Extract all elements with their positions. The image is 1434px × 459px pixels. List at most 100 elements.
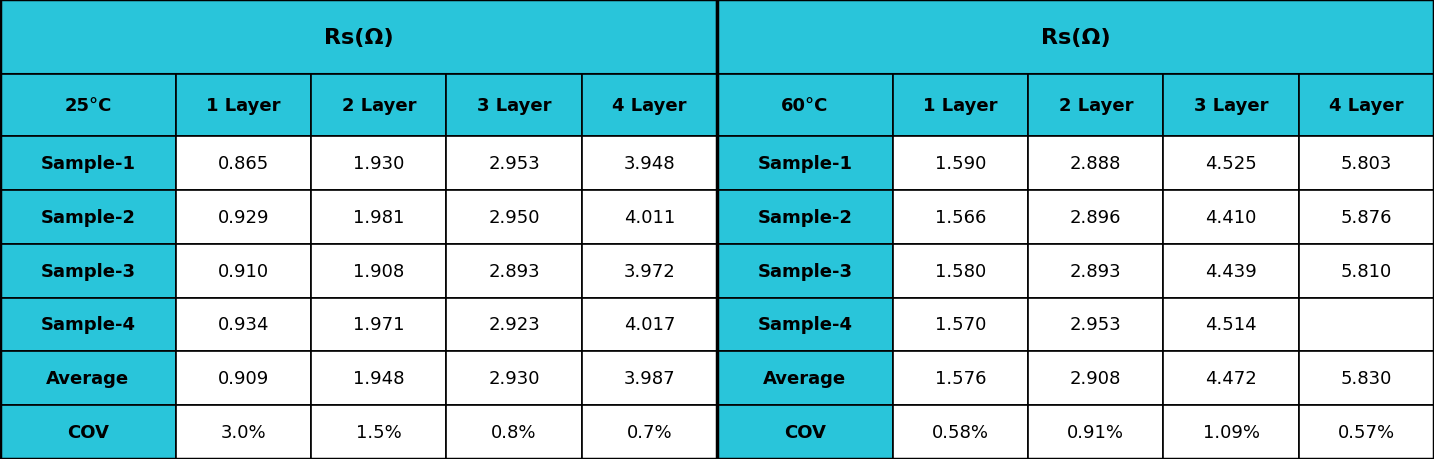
Bar <box>1163 298 1299 352</box>
Bar <box>176 405 311 459</box>
Bar <box>446 190 582 244</box>
Bar <box>893 298 1028 352</box>
Bar <box>176 352 311 405</box>
Bar <box>582 405 717 459</box>
Text: 3.948: 3.948 <box>624 155 675 173</box>
Bar <box>893 75 1028 137</box>
Bar <box>1163 352 1299 405</box>
Text: Sample-4: Sample-4 <box>40 316 135 334</box>
Bar <box>446 137 582 190</box>
Text: 0.58%: 0.58% <box>932 423 989 441</box>
Bar <box>446 75 582 137</box>
Bar <box>1299 137 1434 190</box>
Bar <box>717 0 1434 75</box>
Bar <box>446 244 582 298</box>
Bar <box>1163 244 1299 298</box>
Text: 1.981: 1.981 <box>353 208 404 226</box>
Bar <box>311 405 446 459</box>
Text: Sample-3: Sample-3 <box>757 262 852 280</box>
Text: 3 Layer: 3 Layer <box>1195 97 1268 115</box>
Text: 0.7%: 0.7% <box>627 423 673 441</box>
Text: Average: Average <box>763 369 846 387</box>
Text: 2.888: 2.888 <box>1070 155 1121 173</box>
Bar <box>717 190 893 244</box>
Bar <box>893 190 1028 244</box>
Text: 4.514: 4.514 <box>1205 316 1256 334</box>
Bar <box>0 352 176 405</box>
Text: Sample-1: Sample-1 <box>40 155 135 173</box>
Bar <box>1163 190 1299 244</box>
Bar <box>893 244 1028 298</box>
Text: 3.987: 3.987 <box>624 369 675 387</box>
Bar <box>446 405 582 459</box>
Text: 2.923: 2.923 <box>488 316 541 334</box>
Text: Sample-4: Sample-4 <box>757 316 852 334</box>
Text: Average: Average <box>46 369 129 387</box>
Bar <box>717 352 893 405</box>
Text: 1.930: 1.930 <box>353 155 404 173</box>
Text: 0.909: 0.909 <box>218 369 270 387</box>
Bar <box>311 75 446 137</box>
Text: Sample-3: Sample-3 <box>40 262 135 280</box>
Bar <box>311 298 446 352</box>
Text: 1.590: 1.590 <box>935 155 987 173</box>
Bar <box>893 405 1028 459</box>
Text: 3.972: 3.972 <box>624 262 675 280</box>
Text: Sample-1: Sample-1 <box>757 155 852 173</box>
Text: 5.830: 5.830 <box>1341 369 1392 387</box>
Bar <box>1299 75 1434 137</box>
Text: 0.865: 0.865 <box>218 155 270 173</box>
Text: 1.908: 1.908 <box>353 262 404 280</box>
Bar <box>1028 75 1163 137</box>
Text: 4.017: 4.017 <box>624 316 675 334</box>
Text: Sample-2: Sample-2 <box>40 208 135 226</box>
Bar <box>0 75 176 137</box>
Bar <box>176 298 311 352</box>
Bar <box>0 0 717 75</box>
Text: 3.0%: 3.0% <box>221 423 267 441</box>
Text: Rs(Ω): Rs(Ω) <box>1041 28 1110 48</box>
Text: 25°C: 25°C <box>65 97 112 115</box>
Text: 1 Layer: 1 Layer <box>923 97 998 115</box>
Text: 2 Layer: 2 Layer <box>341 97 416 115</box>
Bar <box>1028 352 1163 405</box>
Text: 1.5%: 1.5% <box>356 423 402 441</box>
Bar <box>1028 244 1163 298</box>
Bar <box>0 190 176 244</box>
Bar <box>1299 298 1434 352</box>
Bar <box>893 352 1028 405</box>
Text: 60°C: 60°C <box>782 97 829 115</box>
Bar <box>582 137 717 190</box>
Text: 2.930: 2.930 <box>489 369 539 387</box>
Text: 1.948: 1.948 <box>353 369 404 387</box>
Bar <box>582 75 717 137</box>
Text: 2.896: 2.896 <box>1070 208 1121 226</box>
Bar <box>1299 244 1434 298</box>
Text: 5.810: 5.810 <box>1341 262 1392 280</box>
Text: 4.410: 4.410 <box>1206 208 1256 226</box>
Bar <box>717 298 893 352</box>
Bar <box>0 405 176 459</box>
Bar <box>717 75 893 137</box>
Text: 1.576: 1.576 <box>935 369 987 387</box>
Text: 2.953: 2.953 <box>488 155 541 173</box>
Text: 2.953: 2.953 <box>1070 316 1121 334</box>
Text: 4.439: 4.439 <box>1205 262 1258 280</box>
Text: 5.876: 5.876 <box>1341 208 1392 226</box>
Text: 0.8%: 0.8% <box>492 423 536 441</box>
Bar <box>717 137 893 190</box>
Text: 4.011: 4.011 <box>624 208 675 226</box>
Bar <box>446 352 582 405</box>
Text: Sample-2: Sample-2 <box>757 208 852 226</box>
Bar <box>582 352 717 405</box>
Text: 1.580: 1.580 <box>935 262 987 280</box>
Bar <box>717 244 893 298</box>
Text: 2.908: 2.908 <box>1070 369 1121 387</box>
Bar <box>1028 137 1163 190</box>
Text: 2.950: 2.950 <box>489 208 539 226</box>
Text: 2.893: 2.893 <box>488 262 539 280</box>
Text: 2.893: 2.893 <box>1070 262 1121 280</box>
Text: 4 Layer: 4 Layer <box>612 97 687 115</box>
Text: 4.472: 4.472 <box>1205 369 1258 387</box>
Bar <box>1028 190 1163 244</box>
